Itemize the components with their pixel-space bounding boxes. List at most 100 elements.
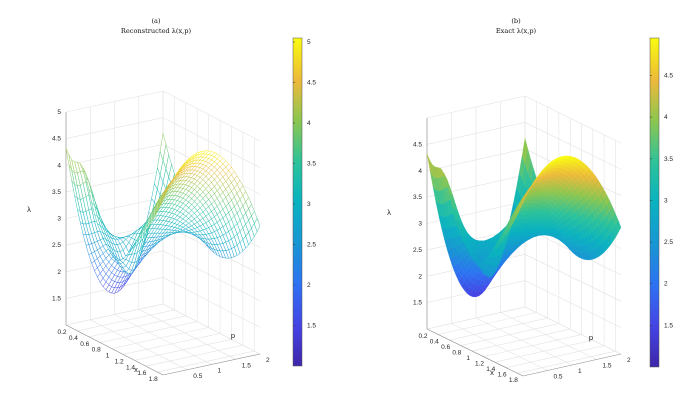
colorbar-tick-label: 3.5	[307, 161, 316, 168]
ticks-b: 0.20.40.60.8 1 1.21.41.61.8 0.5 1 1.5 2 1.5 2 2.5…	[413, 141, 631, 384]
subplot-a: (a) Reconstructed λ(x,p) 0.20.40.60.8 1 1.…	[27, 17, 316, 383]
gridline-z	[162, 277, 261, 328]
colorbar-tick-label: 4	[664, 114, 668, 121]
subplot-a-label: (a)	[151, 17, 161, 25]
gridline-z	[524, 95, 622, 144]
z-tick-label: 4	[418, 168, 422, 175]
p-tick-label: 0.5	[193, 373, 202, 380]
gridline-z	[162, 117, 261, 168]
subplot-a-title: Reconstructed λ(x,p)	[121, 27, 192, 35]
surface-a	[65, 133, 261, 294]
p-tick-label: 1.5	[603, 363, 612, 370]
z-tick-label: 4.5	[52, 136, 61, 143]
ticks-a: 0.20.40.60.8 1 1.21.41.61.8 0.5 1 1.5 2 1.5 2 2.5…	[52, 109, 270, 383]
subplot-b: (b) Exact λ(x,p) 0.20.40.60.811.21.41.61…	[387, 17, 673, 384]
p-tick-label: 0.5	[554, 374, 563, 381]
colorbar-tick-label: 3.5	[664, 156, 673, 163]
y-axis-label-a: p	[231, 331, 235, 340]
x-tick-label: 1.8	[149, 376, 158, 383]
z-axis-label-b: λ	[387, 208, 391, 217]
x-tick-label: 1.4	[126, 364, 135, 371]
p-tick-label: 1.5	[242, 362, 251, 369]
gridline-z	[162, 90, 261, 142]
gridline-p	[162, 303, 261, 355]
p-axis-line	[522, 353, 622, 377]
p-tick-label: 2	[266, 357, 270, 364]
gridline-p	[90, 319, 188, 371]
surface-patch	[520, 195, 527, 209]
colorbar-a: 1.5 2 2.5 3 3.5 4 4.5 5	[292, 37, 316, 367]
colorbar-tick-label: 2.5	[664, 239, 673, 246]
gridline-z	[524, 280, 622, 328]
colorbar-tick-label: 2	[307, 282, 311, 289]
x-tick-label: 0.4	[430, 339, 439, 346]
x-tick-label: 0.4	[69, 335, 78, 342]
x-axis-line	[65, 324, 164, 376]
colorbar-tick-label: 3	[307, 201, 311, 208]
gridline-p	[138, 309, 236, 360]
x-tick-label: 1.4	[486, 366, 495, 373]
gridline-p	[524, 306, 622, 355]
z-tick-label: 3.5	[52, 189, 61, 196]
p-tick-label: 1	[218, 368, 222, 375]
colorbar-a-ticks: 1.5 2 2.5 3 3.5 4 4.5 5	[293, 39, 316, 330]
x-tick-label: 1.2	[115, 358, 124, 365]
x-tick-label: 0.2	[418, 333, 427, 340]
z-tick-label: 2.5	[52, 242, 61, 249]
colorbar-tick-label: 2.5	[307, 242, 316, 249]
colorbar-b-ticks: 1.5 2 2.5 3 3.5 4 4.5	[650, 73, 673, 329]
z-tick-label: 5	[57, 109, 61, 116]
gridline-z	[524, 122, 622, 170]
colorbar-tick-label: 3	[664, 197, 668, 204]
y-axis-label-b: p	[589, 333, 593, 342]
x-tick-label: 0.8	[92, 347, 101, 354]
x-tick-label: 1.6	[137, 370, 146, 377]
colorbar-tick-label: 4.5	[307, 80, 316, 87]
z-tick-label: 2.5	[413, 247, 422, 254]
p-axis-line	[162, 353, 261, 376]
colorbar-tick-label: 4.5	[664, 73, 673, 80]
z-tick-label: 4	[57, 162, 61, 169]
colorbar-a-ramp	[292, 37, 303, 367]
x-tick-label: 0.6	[80, 341, 89, 348]
z-tick-label: 3	[57, 216, 61, 223]
z-tick-label: 4.5	[413, 141, 422, 148]
gridline-p	[475, 317, 573, 366]
z-tick-label: 1.5	[413, 300, 422, 307]
x-tick-label: 1.2	[475, 361, 484, 368]
x-tick-label: 0.8	[452, 350, 461, 357]
x-tick-label: 1	[106, 353, 110, 360]
x-axis-line	[426, 328, 524, 377]
x-tick-label: 1	[466, 355, 470, 362]
colorbar-tick-label: 4	[307, 120, 311, 127]
subplot-b-title: Exact λ(x,p)	[496, 27, 537, 35]
colorbar-b-ramp	[649, 37, 660, 368]
x-axis-label-b: x	[490, 368, 494, 377]
x-tick-label: 1.6	[498, 372, 507, 379]
colorbar-b: 1.5 2 2.5 3 3.5 4 4.5	[649, 37, 673, 368]
gridline-z	[524, 254, 622, 302]
z-tick-label: 2	[418, 273, 422, 280]
colorbar-tick-label: 1.5	[307, 323, 316, 330]
surface-patch	[159, 193, 167, 206]
x-tick-label: 1.8	[509, 377, 518, 384]
x-axis-label-a: x	[134, 365, 138, 374]
z-tick-label: 3	[418, 221, 422, 228]
p-tick-label: 2	[627, 357, 631, 364]
gridline-p	[500, 312, 597, 360]
z-tick-label: 2	[57, 269, 61, 276]
x-tick-label: 0.2	[57, 329, 66, 336]
z-axis-label-a: λ	[27, 205, 31, 214]
gridline-p	[114, 314, 212, 365]
z-tick-label: 1.5	[52, 295, 61, 302]
p-tick-label: 1	[578, 368, 582, 375]
colorbar-tick-label: 5	[307, 39, 311, 46]
z-tick-label: 3.5	[413, 194, 422, 201]
colorbar-tick-label: 1.5	[664, 322, 673, 329]
gridline-z	[162, 250, 261, 302]
x-tick-label: 0.6	[441, 344, 450, 351]
surface-b	[426, 138, 622, 298]
colorbar-tick-label: 2	[664, 281, 668, 288]
gridline-p	[451, 323, 548, 371]
